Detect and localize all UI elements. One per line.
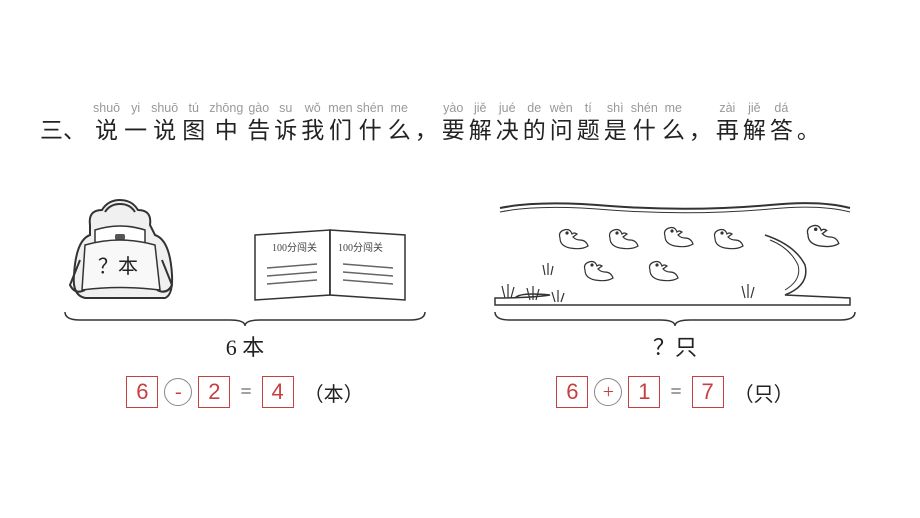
- char-pair: tú图: [182, 100, 205, 146]
- char-pair: ，: [689, 100, 712, 146]
- book-label-left: 100分闯关: [272, 239, 317, 254]
- char-pair: wǒ我: [301, 100, 324, 146]
- problem-2-illustration: [490, 190, 860, 310]
- char-pair: wèn问: [550, 100, 573, 146]
- char-pair: shuō说: [151, 100, 178, 146]
- char-pair: yào要: [442, 100, 465, 146]
- eq1-equals: =: [236, 381, 255, 404]
- problems-row: ？本 100分闯关 100分闯关 6 本 6 -: [50, 190, 870, 408]
- char-pair: jiě解: [743, 100, 766, 146]
- problem-1: ？本 100分闯关 100分闯关 6 本 6 -: [50, 190, 440, 408]
- char-pair: 。: [797, 100, 820, 146]
- brace-2: [490, 310, 860, 328]
- eq2-result: 7: [692, 376, 724, 408]
- equation-1: 6 - 2 = 4 （本）: [126, 376, 363, 408]
- backpack-label: ？本: [98, 250, 138, 279]
- eq1-operand-b: 2: [198, 376, 230, 408]
- eq2-operand-b: 1: [628, 376, 660, 408]
- eq1-operator: -: [164, 378, 192, 406]
- char-pair: me么: [388, 100, 411, 146]
- book-icon: [245, 220, 435, 310]
- char-pair: zài再: [716, 100, 739, 146]
- char-pair: tí题: [577, 100, 600, 146]
- char-pair: gào告: [247, 100, 270, 146]
- problem-1-illustration: ？本 100分闯关 100分闯关: [60, 190, 430, 310]
- question-prefix: 三、: [40, 116, 86, 146]
- char-pair: su诉: [274, 100, 297, 146]
- eq2-equals: =: [666, 381, 685, 404]
- equation-2: 6 + 1 = 7 （只）: [556, 376, 793, 408]
- question-line: 三、 shuō说yi一shuō说tú图zhōng中gào告su诉wǒ我men们s…: [40, 100, 880, 146]
- char-pair: shén什: [357, 100, 384, 146]
- eq1-unit: （本）: [304, 378, 364, 407]
- char-pair: shén什: [631, 100, 658, 146]
- total-label-2: ？只: [653, 330, 697, 362]
- char-pair: shì是: [604, 100, 627, 146]
- problem-2: ？只 6 + 1 = 7 （只）: [480, 190, 870, 408]
- char-pair: dá答: [770, 100, 793, 146]
- eq2-operator: +: [594, 378, 622, 406]
- char-pair: de的: [523, 100, 546, 146]
- book-label-right: 100分闯关: [338, 239, 383, 254]
- char-pair: jiě解: [469, 100, 492, 146]
- char-pair: jué决: [496, 100, 519, 146]
- char-pair: men们: [328, 100, 352, 146]
- brace-1: [60, 310, 430, 328]
- eq2-unit: （只）: [734, 378, 794, 407]
- eq1-result: 4: [262, 376, 294, 408]
- char-pair: zhōng中: [209, 100, 243, 146]
- total-label-1: 6 本: [226, 330, 265, 362]
- char-pair: ，: [415, 100, 438, 146]
- eq2-operand-a: 6: [556, 376, 588, 408]
- eq1-operand-a: 6: [126, 376, 158, 408]
- question-chars: shuō说yi一shuō说tú图zhōng中gào告su诉wǒ我men们shén…: [93, 100, 824, 146]
- char-pair: me么: [662, 100, 685, 146]
- char-pair: shuō说: [93, 100, 120, 146]
- ducks-pond-icon: [490, 190, 860, 310]
- char-pair: yi一: [124, 100, 147, 146]
